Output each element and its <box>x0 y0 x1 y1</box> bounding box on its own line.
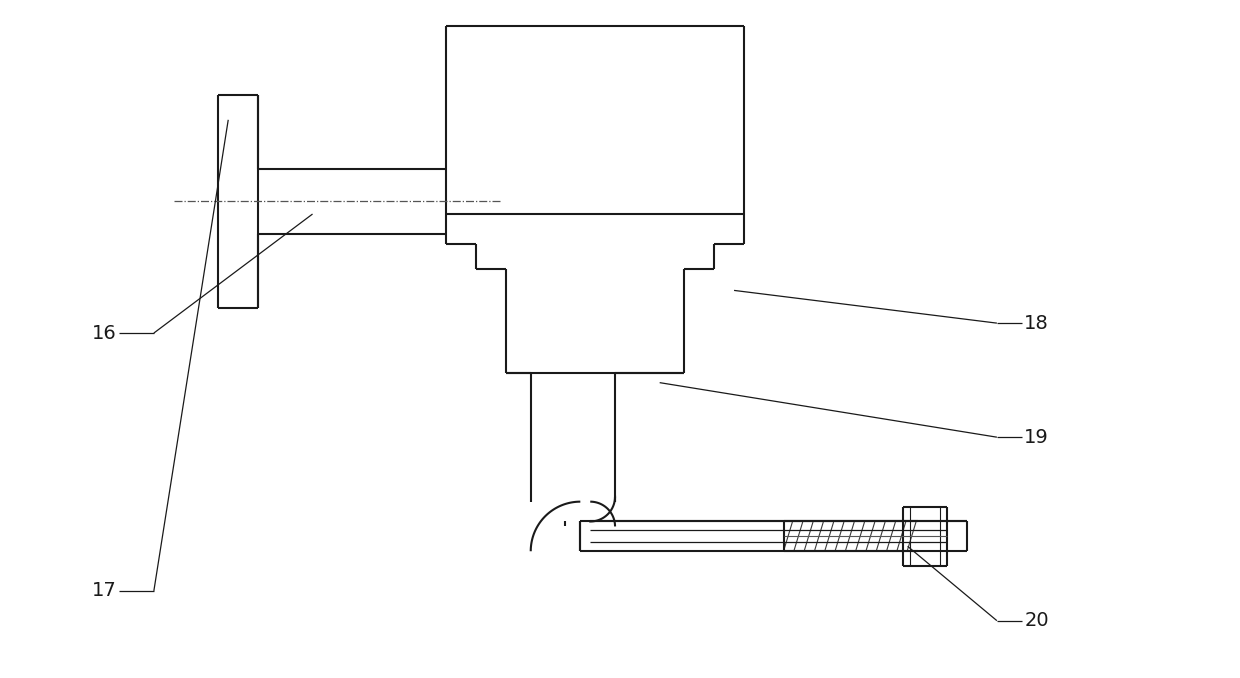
Text: 16: 16 <box>92 323 117 342</box>
Text: 17: 17 <box>92 582 117 601</box>
Text: 18: 18 <box>1024 314 1049 333</box>
Text: 20: 20 <box>1024 611 1049 630</box>
Text: 19: 19 <box>1024 428 1049 447</box>
